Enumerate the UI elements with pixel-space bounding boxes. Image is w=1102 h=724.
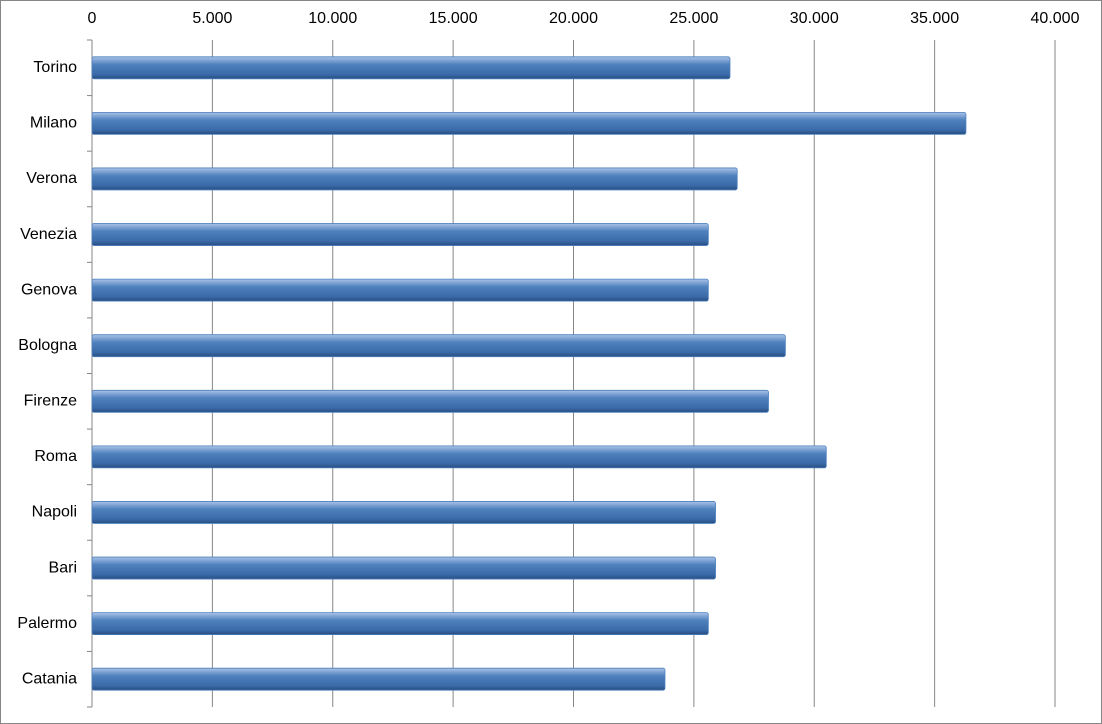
bar	[91, 167, 738, 191]
x-tick-label: 40.000	[1031, 10, 1080, 27]
y-tick-label: Milano	[30, 115, 77, 132]
bar	[91, 667, 666, 691]
x-tick-label: 0	[88, 10, 97, 27]
y-tick-label: Verona	[26, 170, 77, 187]
bar	[91, 445, 827, 469]
y-tick-label: Napoli	[32, 504, 77, 521]
bar	[91, 389, 769, 413]
x-tick-label: 20.000	[549, 10, 598, 27]
y-tick-label: Palermo	[17, 615, 77, 632]
y-tick-label: Bologna	[18, 337, 77, 354]
x-tick-label: 10.000	[308, 10, 357, 27]
bar	[91, 56, 731, 80]
x-tick-label: 15.000	[429, 10, 478, 27]
bar	[91, 223, 709, 246]
x-tick-label: 5.000	[192, 10, 232, 27]
x-tick-label: 35.000	[910, 10, 959, 27]
y-tick-label: Torino	[33, 59, 77, 76]
y-tick-label: Roma	[34, 448, 77, 465]
y-tick-label: Catania	[22, 670, 77, 687]
y-tick-label: Firenze	[24, 393, 77, 410]
bar	[91, 556, 716, 580]
y-tick-label: Genova	[21, 281, 77, 298]
bar	[91, 501, 716, 524]
x-tick-label: 25.000	[669, 10, 718, 27]
bar	[91, 278, 709, 302]
bar	[91, 111, 967, 135]
bar	[91, 612, 709, 636]
x-tick-label: 30.000	[790, 10, 839, 27]
y-tick-label: Bari	[49, 559, 77, 576]
y-tick-label: Venezia	[20, 226, 77, 243]
bar	[91, 334, 786, 358]
